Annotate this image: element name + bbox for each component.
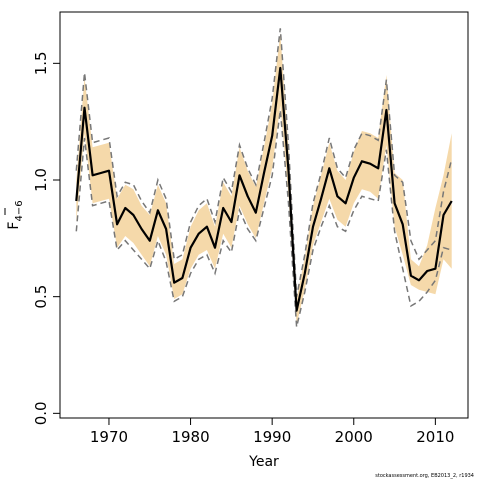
x-tick-label: 1970 bbox=[90, 428, 128, 446]
credit-note: stockassessment.org, EB2013_2, r1934 bbox=[375, 473, 474, 479]
lower-bound-line bbox=[75, 109, 452, 328]
y-axis: 0.0 0.5 1.0 1.5 bbox=[32, 51, 60, 425]
y-axis-title: F4−6 bbox=[6, 200, 25, 229]
x-tick-label: 1990 bbox=[253, 428, 291, 446]
estimate-line bbox=[75, 66, 453, 312]
svg-text:F4−6: F4−6 bbox=[6, 200, 25, 229]
y-tick-label: 0.0 bbox=[32, 401, 50, 425]
y-tick-label: 0.5 bbox=[32, 285, 50, 309]
x-axis: 1970 1980 1990 2000 2010 bbox=[90, 418, 454, 446]
y-axis-title-subscript: 4−6 bbox=[14, 200, 25, 221]
x-axis-title: Year bbox=[248, 454, 279, 470]
y-tick-label: 1.5 bbox=[32, 51, 50, 75]
plot-frame bbox=[59, 11, 469, 419]
y-axis-title-main: F bbox=[6, 222, 22, 230]
confidence-band bbox=[76, 33, 452, 325]
upper-bound-line bbox=[75, 28, 453, 297]
x-tick-label: 2010 bbox=[416, 428, 454, 446]
x-tick-label: 2000 bbox=[335, 428, 373, 446]
x-tick-label: 1980 bbox=[171, 428, 209, 446]
y-tick-label: 1.0 bbox=[32, 168, 50, 192]
